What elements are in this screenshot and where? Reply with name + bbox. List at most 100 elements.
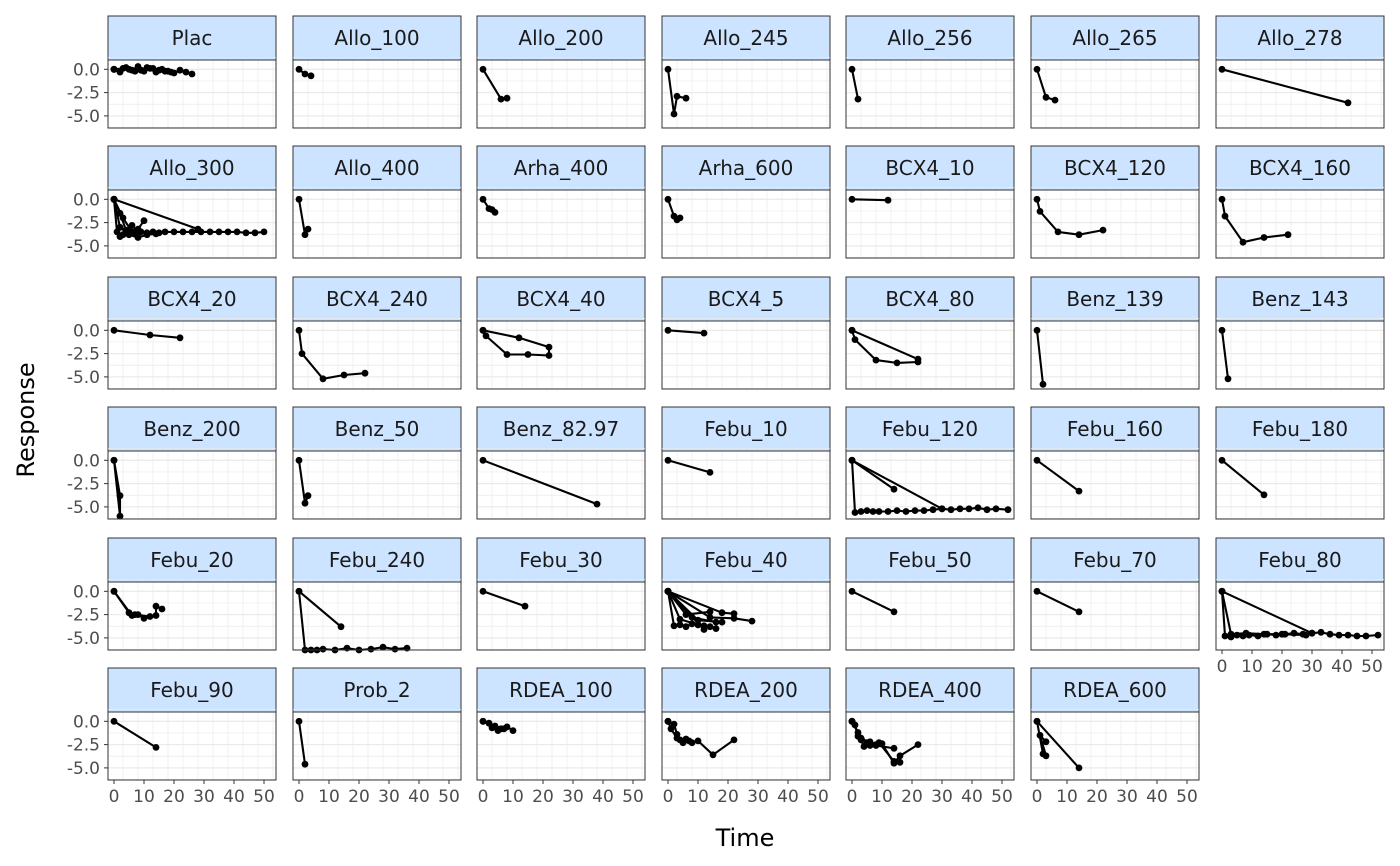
plot-area: 0.0 -2.5 -5.0 — [67, 579, 277, 651]
plot-area: 0.0 -2.5 -5.0 — [67, 57, 277, 129]
facet-strip — [1215, 145, 1385, 191]
plot-area: 0 10 20 30 40 50 — [845, 709, 1015, 807]
plot-area — [292, 318, 462, 390]
y-tick-label: 0.0 — [73, 190, 100, 210]
facet-strip — [292, 276, 462, 322]
x-tick-label: 30 — [193, 787, 215, 807]
facet-panel: Febu_10 — [661, 406, 831, 520]
facet-strip-label: BCX4_40 — [516, 287, 605, 311]
facet-panel: BCX4_20 0.0 -2.5 -5.0 — [67, 276, 277, 390]
facet-panel: Febu_80 0 10 20 30 40 50 — [1215, 537, 1385, 677]
facet-strip — [1215, 276, 1385, 322]
plot-background — [293, 451, 461, 519]
facet-panel: BCX4_80 — [845, 276, 1015, 390]
data-point — [896, 758, 904, 766]
data-point — [361, 369, 369, 377]
facet-strip-label: BCX4_80 — [885, 287, 974, 311]
data-point — [110, 587, 118, 595]
data-point — [893, 507, 901, 514]
data-point — [110, 326, 118, 334]
facet-strip-label: Febu_160 — [1067, 417, 1163, 441]
facet-strip — [476, 537, 646, 583]
y-tick-label: -5.0 — [67, 368, 100, 388]
data-point — [1218, 65, 1226, 73]
data-point — [260, 228, 268, 236]
data-point — [664, 717, 672, 725]
x-tick-label: 50 — [622, 787, 644, 807]
data-point — [664, 195, 672, 203]
data-point — [224, 228, 232, 236]
facet-strip-label: Febu_30 — [519, 548, 603, 572]
plot-area: 0.0 -2.5 -5.0 — [67, 318, 277, 390]
data-point — [1224, 375, 1232, 383]
panel-border — [107, 581, 277, 651]
panel-border — [1215, 320, 1385, 390]
data-point — [116, 223, 124, 231]
facet-panel: Benz_200 0.0 -2.5 -5.0 — [67, 406, 277, 520]
data-point — [848, 65, 856, 73]
data-point — [176, 66, 184, 74]
data-point — [1218, 326, 1226, 334]
data-point — [479, 65, 487, 73]
plot-area — [476, 187, 646, 259]
plot-area — [1030, 187, 1200, 259]
data-point — [1218, 456, 1226, 464]
facet-strip-label: Benz_143 — [1251, 287, 1348, 311]
plot-area: 0 10 20 30 40 50 — [1215, 579, 1385, 677]
plot-background — [477, 582, 645, 650]
data-point — [128, 222, 136, 229]
data-point — [730, 736, 738, 744]
x-tick-label: 20 — [163, 787, 185, 807]
x-tick-label: 0 — [109, 787, 120, 807]
data-point — [319, 375, 327, 383]
x-tick-label: 50 — [807, 787, 829, 807]
data-point — [301, 499, 309, 507]
data-point — [1218, 587, 1226, 595]
facet-strip-label: Allo_265 — [1072, 26, 1157, 50]
facet-panel: BCX4_10 — [845, 145, 1015, 259]
panel-border — [476, 320, 646, 390]
data-point — [893, 359, 901, 367]
facet-strip-label: Benz_139 — [1066, 287, 1163, 311]
series-line — [482, 329, 551, 357]
data-point — [706, 614, 714, 621]
data-point — [515, 334, 523, 342]
plot-background — [477, 190, 645, 258]
plot-area — [845, 318, 1015, 390]
panel-border — [661, 450, 831, 520]
x-tick-label: 10 — [871, 787, 893, 807]
x-tick-label: 10 — [687, 787, 709, 807]
panel-border — [292, 320, 462, 390]
data-point — [116, 492, 124, 500]
x-tick-label: 20 — [717, 787, 739, 807]
facet-strip-label: Benz_50 — [335, 417, 420, 441]
series-line — [1221, 590, 1313, 635]
x-tick-label: 10 — [1241, 657, 1263, 677]
panel-border — [845, 59, 1015, 129]
plot-background — [108, 451, 276, 519]
panel-border — [661, 711, 831, 781]
data-point — [158, 605, 166, 613]
data-point — [1051, 96, 1059, 104]
plot-background — [1216, 190, 1384, 258]
y-tick-label: 0.0 — [73, 321, 100, 341]
facet-panel: Febu_50 — [845, 537, 1015, 651]
panel-border — [292, 711, 462, 781]
data-point — [167, 68, 175, 76]
facet-strip-label: Arha_400 — [514, 156, 609, 180]
series-line — [298, 590, 342, 628]
plot-area — [1030, 57, 1200, 129]
data-point — [545, 352, 553, 359]
facet-strip-label: Allo_245 — [703, 26, 788, 50]
facet-panel: Allo_400 — [292, 145, 462, 259]
data-point — [1326, 630, 1334, 638]
data-point — [545, 343, 553, 351]
panel-border — [1215, 581, 1385, 651]
x-tick-label: 30 — [562, 787, 584, 807]
plot-area — [661, 187, 831, 259]
series-line — [1036, 720, 1080, 769]
facet-strip — [845, 537, 1015, 583]
plot-background — [1031, 321, 1199, 389]
data-point — [110, 717, 118, 725]
data-point — [179, 228, 187, 236]
